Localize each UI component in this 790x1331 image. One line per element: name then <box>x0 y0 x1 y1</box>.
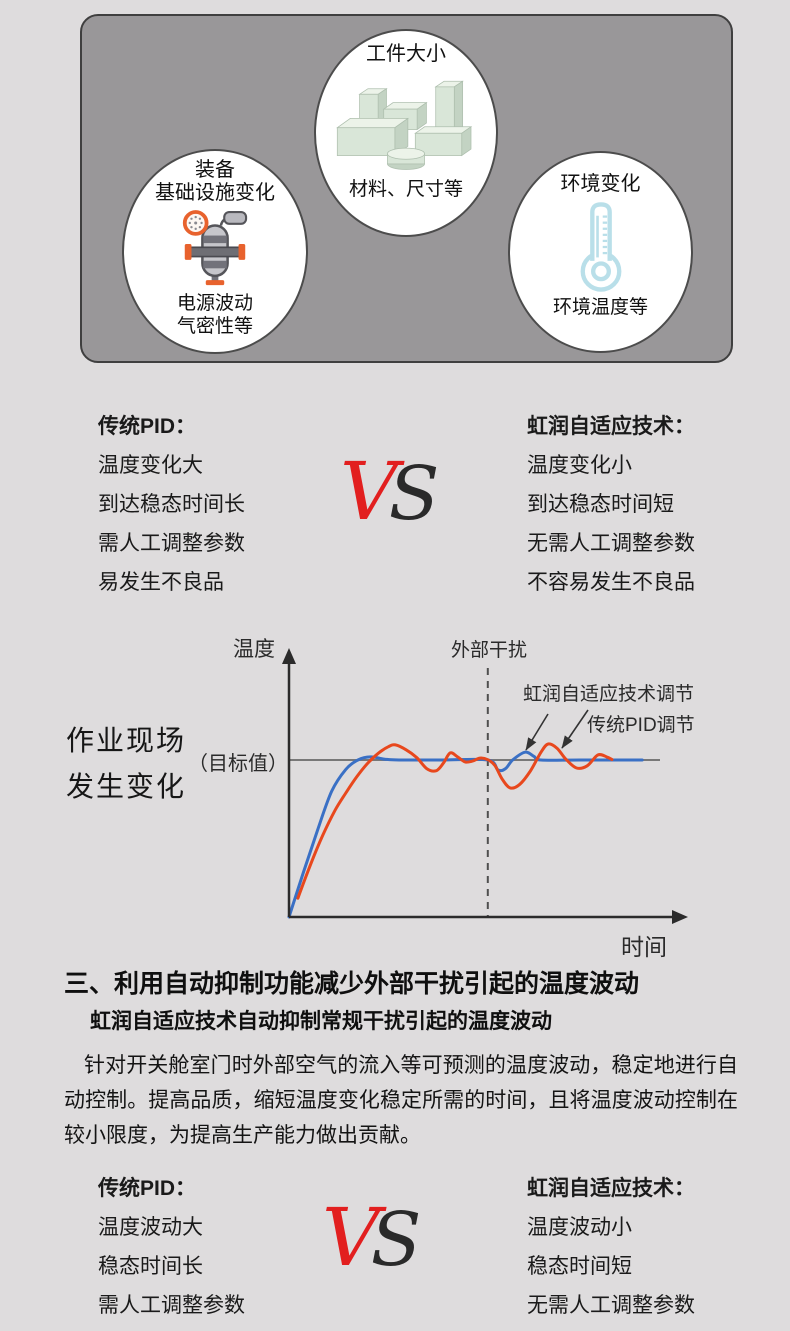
x-axis-label: 时间 <box>621 934 667 960</box>
temperature-time-chart <box>282 648 688 924</box>
comparison-title-adaptive: 虹润自适应技术： <box>527 415 695 438</box>
comparison-item: 到达稳态时间长 <box>98 493 245 516</box>
comparison-item: 易发生不良品 <box>98 571 224 594</box>
vs-letter-s: S <box>370 1197 422 1283</box>
legend-arrow-adaptive <box>525 713 549 751</box>
comparison-bottom-left-column: 传统PID： 温度波动大 稳态时间长 需人工调整参数 <box>98 1176 245 1331</box>
factor-circle-equipment: 装备 基础设施变化 电源波动 气密性等 <box>122 149 308 354</box>
legend-pid-label: 传统PID调节 <box>587 715 695 736</box>
scene-change-line1: 作业现场 <box>66 725 187 756</box>
factor-equipment-caption-2: 气密性等 <box>176 316 253 337</box>
y-axis-label: 温度 <box>233 638 275 661</box>
vs-mark: VS <box>322 1198 421 1278</box>
section-subheading: 虹润自适应技术自动抑制常规干扰引起的温度波动 <box>90 1010 552 1033</box>
vs-mark: VS <box>340 452 439 532</box>
factor-equipment-title-2: 基础设施变化 <box>155 182 275 204</box>
factor-equipment-title-1: 装备 <box>195 159 235 181</box>
factors-panel: 工件大小 <box>80 14 733 363</box>
curve-传统PID调节 <box>296 742 614 900</box>
comparison-title-traditional-pid: 传统PID： <box>98 415 197 438</box>
thermometer-icon <box>580 202 621 292</box>
comparison-item: 无需人工调整参数 <box>527 1294 695 1317</box>
comparison-top-right-column: 虹润自适应技术： 温度变化小 到达稳态时间短 无需人工调整参数 不容易发生不良品 <box>527 414 695 608</box>
factor-environment-caption: 环境温度等 <box>552 297 648 318</box>
y-axis-arrow <box>282 648 296 664</box>
vs-letter-v: V <box>340 445 398 538</box>
x-axis-arrow <box>672 910 688 924</box>
factor-workpiece-caption: 材料、尺寸等 <box>348 179 463 200</box>
scene-change-label: 作业现场 发生变化 <box>66 718 186 810</box>
comparison-item: 温度变化大 <box>98 454 203 477</box>
factor-workpiece-title: 工件大小 <box>366 43 446 65</box>
factor-circle-workpiece: 工件大小 <box>314 29 498 237</box>
comparison-item: 稳态时间短 <box>527 1255 632 1278</box>
comparison-item: 温度波动小 <box>527 1216 632 1239</box>
vs-letter-s: S <box>388 451 440 537</box>
section-paragraph: 针对开关舱室门时外部空气的流入等可预测的温度波动，稳定地进行自动控制。提高品质，… <box>64 1054 738 1147</box>
pressure-vessel-icon <box>182 210 248 286</box>
comparison-bottom-right-column: 虹润自适应技术： 温度波动小 稳态时间短 无需人工调整参数 <box>527 1176 695 1331</box>
factor-environment-title: 环境变化 <box>560 173 641 195</box>
comparison-title-traditional-pid: 传统PID： <box>98 1177 197 1200</box>
disturbance-label: 外部干扰 <box>451 640 528 661</box>
target-value-label: （目标值） <box>188 753 288 775</box>
curve-虹润自适应技术调节 <box>287 750 644 919</box>
scene-change-line2: 发生变化 <box>66 771 187 802</box>
comparison-item: 需人工调整参数 <box>98 1294 245 1317</box>
comparison-item: 温度波动大 <box>98 1216 203 1239</box>
factor-equipment-caption-1: 电源波动 <box>176 293 253 314</box>
comparison-item: 需人工调整参数 <box>98 532 245 555</box>
workpiece-blocks-icon <box>336 80 473 170</box>
comparison-item: 到达稳态时间短 <box>527 493 674 516</box>
chart-curves <box>287 742 644 919</box>
comparison-title-adaptive: 虹润自适应技术： <box>527 1177 695 1200</box>
section-heading: 三、利用自动抑制功能减少外部干扰引起的温度波动 <box>64 970 640 998</box>
legend-adaptive-label: 虹润自适应技术调节 <box>523 684 695 705</box>
factor-circle-environment: 环境变化 环境温度等 <box>508 151 693 353</box>
comparison-item: 不容易发生不良品 <box>527 571 695 594</box>
comparison-item: 温度变化小 <box>527 454 632 477</box>
vs-letter-v: V <box>322 1191 380 1284</box>
comparison-top-left-column: 传统PID： 温度变化大 到达稳态时间长 需人工调整参数 易发生不良品 <box>98 414 245 608</box>
comparison-item: 无需人工调整参数 <box>527 532 695 555</box>
comparison-item: 稳态时间长 <box>98 1255 203 1278</box>
legend-arrow-pid <box>561 709 589 749</box>
